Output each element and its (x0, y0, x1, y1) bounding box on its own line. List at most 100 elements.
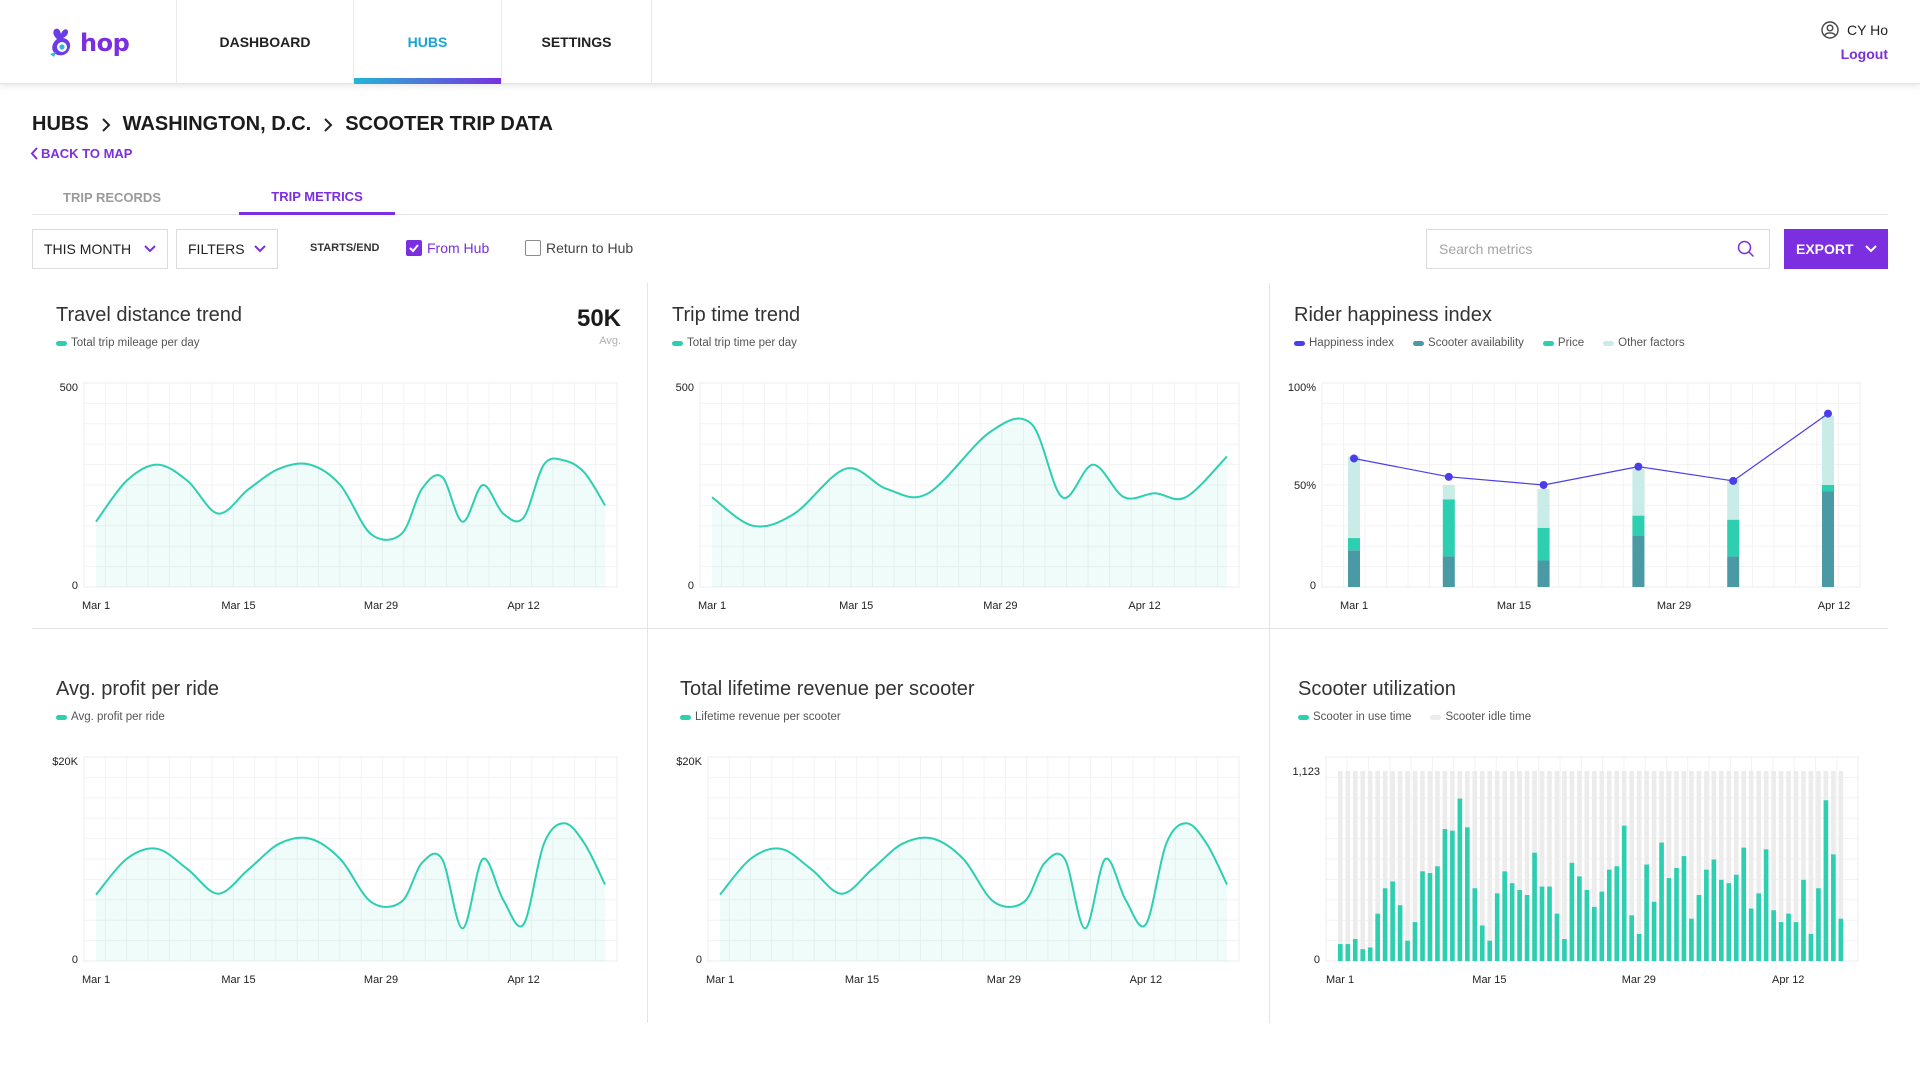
idle-time-bar (1696, 771, 1702, 961)
breadcrumb-hubs[interactable]: HUBS (32, 113, 89, 135)
lifetime-revenue-panel: Total lifetime revenue per scooter Lifet… (656, 657, 1269, 1023)
user-info[interactable]: CY Ho (1821, 21, 1888, 39)
in-use-time-bar (1629, 915, 1634, 961)
idle-time-bar (1838, 771, 1844, 961)
idle-time-bar (1494, 771, 1500, 961)
in-use-time-bar (1524, 895, 1530, 961)
idle-time-bar (1427, 771, 1433, 961)
search-input[interactable] (1439, 231, 1729, 267)
back-to-map-link[interactable]: BACK TO MAP (30, 146, 132, 161)
in-use-time-bar (1375, 913, 1380, 961)
stacked-bar-segment (1348, 456, 1360, 539)
idle-time-bar (1808, 771, 1814, 961)
app-logo[interactable]: hop (48, 26, 130, 60)
stacked-bar-segment (1632, 515, 1645, 536)
legend-label: Scooter availability (1428, 337, 1524, 349)
stacked-bar-segment (1727, 556, 1740, 587)
tab-trip-records[interactable]: TRIP RECORDS (63, 190, 161, 205)
nav-dashboard[interactable]: DASHBOARD (176, 0, 353, 84)
legend-item: Price (1542, 337, 1584, 349)
idle-time-bar (1412, 771, 1418, 961)
in-use-time-bar (1823, 800, 1829, 961)
legend-item: Total trip mileage per day (56, 337, 199, 349)
in-use-time-bar (1539, 886, 1545, 961)
legend-swatch (1294, 340, 1305, 346)
return-to-hub-checkbox[interactable]: Return to Hub (525, 240, 633, 256)
x-tick-label: Mar 1 (1326, 974, 1354, 985)
tab-trip-metrics[interactable]: TRIP METRICS (239, 180, 395, 215)
export-button[interactable]: EXPORT (1784, 229, 1888, 269)
idle-time-bar (1778, 771, 1784, 961)
period-select[interactable]: THIS MONTH (32, 229, 168, 269)
in-use-time-bar (1345, 944, 1351, 961)
breadcrumb-city[interactable]: WASHINGTON, D.C. (122, 113, 312, 135)
idle-time-bar (1651, 771, 1657, 961)
idle-time-bar (1554, 771, 1560, 961)
nav-settings[interactable]: SETTINGS (501, 0, 652, 84)
in-use-time-bar (1352, 939, 1358, 961)
scooter-utilization-chart: 0 1,123 Mar 1 Mar 15 Mar 29 Apr 12 (1292, 756, 1859, 985)
in-use-time-bar (1674, 867, 1679, 961)
idle-time-bar (1382, 771, 1388, 961)
from-hub-checkbox[interactable]: From Hub (406, 240, 489, 256)
kpi-average: 50K Avg. (577, 305, 621, 347)
legend-swatch (680, 714, 691, 720)
idle-time-bar (1733, 771, 1739, 961)
happiness-point (1539, 481, 1548, 489)
idle-time-bar (1502, 771, 1507, 961)
y-tick-label: 50% (1294, 480, 1316, 492)
legend-label: Happiness index (1309, 337, 1395, 349)
idle-time-bar (1345, 771, 1351, 961)
in-use-time-bar (1748, 908, 1754, 961)
in-use-time-bar (1801, 879, 1806, 961)
idle-time-bar (1599, 771, 1605, 961)
in-use-time-bar (1726, 883, 1732, 961)
in-use-time-bar (1502, 871, 1507, 961)
chevron-down-icon (1865, 245, 1877, 253)
x-tick-label: Mar 1 (82, 974, 110, 985)
x-tick-label: Mar 1 (706, 974, 734, 985)
in-use-time-bar (1517, 889, 1522, 961)
stacked-bar-segment (1348, 538, 1360, 551)
x-tick-label: Apr 12 (507, 600, 539, 611)
idle-time-bar (1816, 771, 1821, 961)
stacked-bar-segment (1442, 556, 1455, 587)
panel-title: Travel distance trend (56, 304, 243, 326)
nav-hubs[interactable]: HUBS (353, 0, 501, 84)
grid-divider (1269, 283, 1270, 1023)
avg-profit-chart: 0 $20K Mar 1 Mar 15 Mar 29 Apr 12 (52, 756, 618, 985)
lifetime-revenue-chart: 0 $20K Mar 1 Mar 15 Mar 29 Apr 12 (676, 756, 1240, 985)
x-tick-label: Mar 15 (221, 974, 255, 985)
series-line (95, 457, 606, 541)
x-tick-label: Mar 1 (82, 600, 110, 611)
in-use-time-bar (1689, 918, 1694, 961)
breadcrumb-current: SCOOTER TRIP DATA (345, 113, 553, 135)
stacked-bar-segment (1822, 485, 1834, 492)
kpi-label: Avg. (599, 335, 621, 347)
idle-time-bar (1592, 771, 1597, 961)
y-tick-label: 0 (72, 580, 78, 592)
x-tick-label: Mar 1 (698, 600, 726, 611)
idle-time-bar (1726, 771, 1732, 961)
breadcrumb: HUBS WASHINGTON, D.C. SCOOTER TRIP DATA (32, 113, 553, 136)
scooter-utilization-panel: Scooter utilization Scooter in use time … (1274, 657, 1888, 1023)
idle-time-bar (1562, 771, 1567, 961)
trip-time-panel: Trip time trend Total trip time per day … (648, 283, 1269, 628)
in-use-time-bar (1382, 888, 1388, 961)
in-use-time-bar (1435, 866, 1440, 961)
idle-time-bar (1487, 771, 1493, 961)
x-tick-label: Mar 29 (364, 600, 398, 611)
travel-distance-panel: Travel distance trend Total trip mileage… (32, 283, 647, 628)
in-use-time-bar (1614, 866, 1620, 961)
logout-link[interactable]: Logout (1840, 46, 1888, 62)
in-use-time-bar (1390, 881, 1395, 961)
filters-select[interactable]: FILTERS (176, 229, 278, 269)
tab-bar: TRIP RECORDS TRIP METRICS (32, 180, 1888, 215)
in-use-time-bar (1494, 893, 1500, 961)
y-tick-label: 0 (1314, 954, 1320, 966)
legend-item: Lifetime revenue per scooter (680, 711, 841, 723)
in-use-time-bar (1599, 891, 1605, 961)
kpi-value: 50K (576, 305, 621, 332)
search-icon[interactable] (1737, 240, 1755, 258)
legend-swatch (672, 340, 683, 346)
